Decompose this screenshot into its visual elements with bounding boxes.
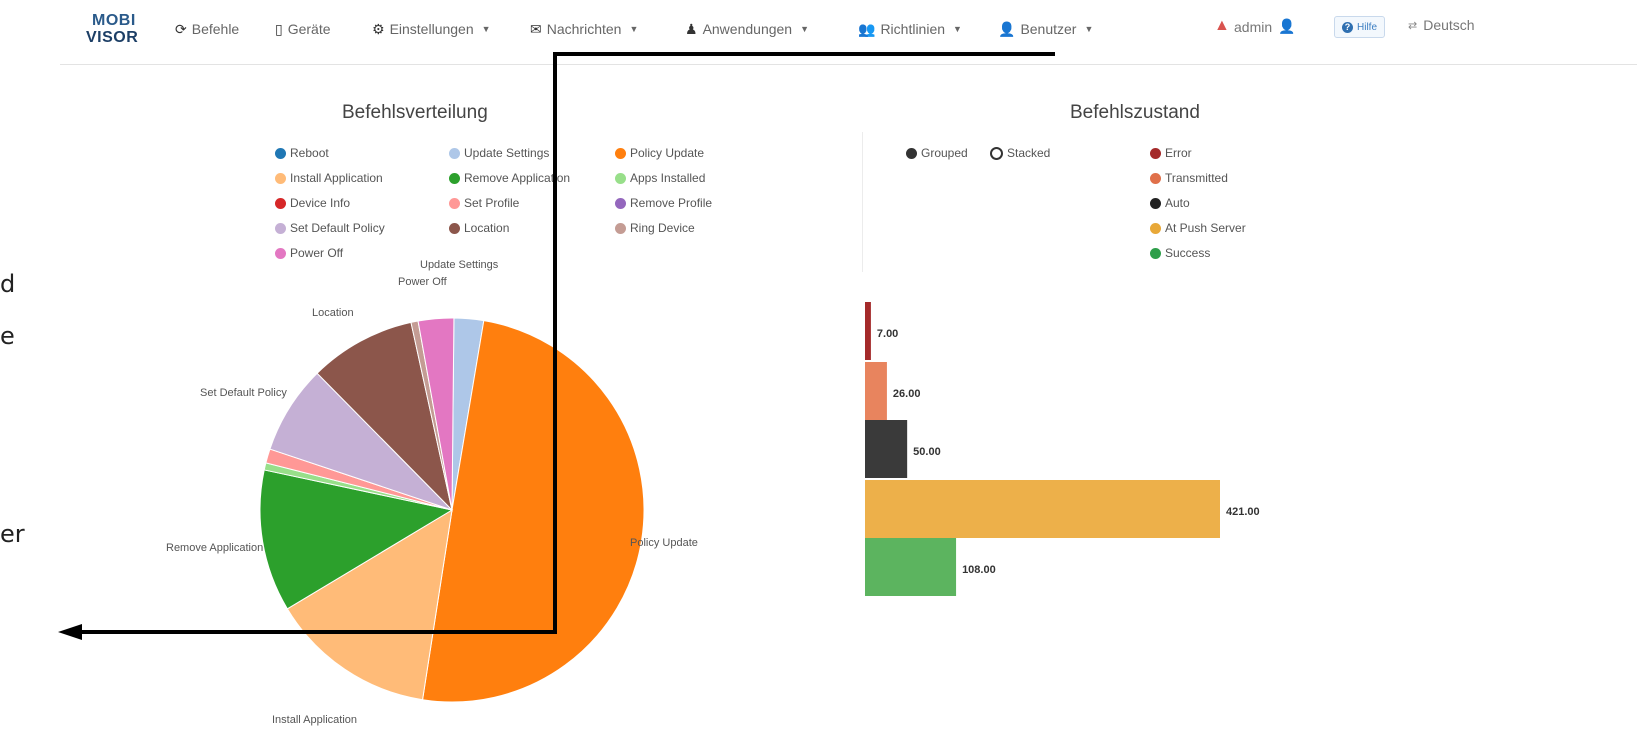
legend-item-install-application[interactable]: Install Application xyxy=(275,171,383,185)
legend-swatch xyxy=(615,197,626,209)
nav-richtlinien[interactable]: 👥 Richtlinien ▼ xyxy=(858,20,962,38)
clipped-text-fragment: e xyxy=(0,322,15,350)
legend-swatch xyxy=(615,147,626,159)
bar-value-label: 50.00 xyxy=(913,446,941,458)
legend-item-remove-application[interactable]: Remove Application xyxy=(449,171,570,185)
top-navbar: MOBI VISOR ⟳ Befehle ▯ Geräte ⚙ Einstell… xyxy=(0,0,1637,62)
caret-down-icon: ▼ xyxy=(800,24,810,34)
legend-swatch xyxy=(275,172,286,184)
legend-item-update-settings[interactable]: Update Settings xyxy=(449,146,549,160)
bell-icon[interactable]: ▲ xyxy=(1214,17,1230,34)
pie-label-remove-application: Remove Application xyxy=(166,542,264,554)
pie-label-policy-update: Policy Update xyxy=(630,537,698,549)
legend-item-apps-installed[interactable]: Apps Installed xyxy=(615,171,705,185)
refresh-icon: ⟳ xyxy=(175,20,187,37)
legend-swatch xyxy=(1150,147,1161,159)
bar-value-label: 26.00 xyxy=(893,388,921,400)
clipped-text-fragment: d xyxy=(0,270,16,298)
legend-item-set-default-policy[interactable]: Set Default Policy xyxy=(275,221,385,235)
nav-geraete[interactable]: ▯ Geräte xyxy=(275,20,331,38)
pie-chart-befehlsverteilung xyxy=(259,317,645,703)
caret-down-icon: ▼ xyxy=(1084,24,1094,34)
legend-swatch xyxy=(1150,172,1161,184)
language-selector[interactable]: ⇄ Deutsch xyxy=(1408,17,1475,33)
legend-swatch xyxy=(275,222,286,234)
legend-item-policy-update[interactable]: Policy Update xyxy=(615,146,704,160)
users-icon: 👥 xyxy=(858,20,876,37)
legend-item-ring-device[interactable]: Ring Device xyxy=(615,221,695,235)
legend-item-reboot[interactable]: Reboot xyxy=(275,146,329,160)
legend-item-remove-profile[interactable]: Remove Profile xyxy=(615,196,712,210)
legend-swatch xyxy=(449,172,460,184)
legend-item-at-push-server[interactable]: At Push Server xyxy=(1150,221,1246,235)
legend-item-device-info[interactable]: Device Info xyxy=(275,196,350,210)
user-icon: 👤 xyxy=(998,20,1016,37)
phone-icon: ▯ xyxy=(275,20,283,37)
user-icon: 👤 xyxy=(1278,18,1296,34)
legend-swatch xyxy=(1150,247,1161,259)
toggle-grouped[interactable]: Grouped xyxy=(906,146,968,160)
pie-label-set-default-policy: Set Default Policy xyxy=(200,387,287,399)
bar-chart-befehlszustand: 7.00 26.00 50.00 421.00 108.00 xyxy=(865,302,1260,596)
user-menu[interactable]: admin 👤 xyxy=(1234,18,1296,35)
legend-swatch xyxy=(449,147,460,159)
question-icon: ? xyxy=(1342,21,1353,33)
legend-item-success[interactable]: Success xyxy=(1150,246,1210,260)
legend-item-transmitted[interactable]: Transmitted xyxy=(1150,171,1228,185)
legend-swatch xyxy=(615,222,626,234)
caret-down-icon: ▼ xyxy=(953,24,962,34)
pie-label-install-application: Install Application xyxy=(272,714,357,726)
bar-auto[interactable] xyxy=(865,420,908,478)
legend-swatch xyxy=(449,197,460,209)
legend-swatch xyxy=(1150,222,1161,234)
toggle-stacked[interactable]: Stacked xyxy=(990,146,1050,160)
legend-item-auto[interactable]: Auto xyxy=(1150,196,1190,210)
chart-title-befehlsverteilung: Befehlsverteilung xyxy=(342,102,488,123)
bar-value-label: 7.00 xyxy=(877,328,898,340)
legend-swatch xyxy=(275,147,286,159)
legend-item-set-profile[interactable]: Set Profile xyxy=(449,196,519,210)
legend-swatch xyxy=(1150,197,1161,209)
mobivisor-logo[interactable]: MOBI VISOR xyxy=(86,12,139,46)
panel-divider xyxy=(862,132,863,272)
navbar-divider xyxy=(60,64,1637,65)
chart-title-befehlszustand: Befehlszustand xyxy=(1070,102,1200,123)
legend-swatch xyxy=(449,222,460,234)
nav-befehle[interactable]: ⟳ Befehle xyxy=(175,20,240,38)
clipped-text-fragment: er xyxy=(0,520,25,548)
bar-value-label: 421.00 xyxy=(1226,506,1260,518)
pie-label-update-settings: Update Settings xyxy=(420,259,499,271)
caret-down-icon: ▼ xyxy=(629,24,639,34)
bar-value-label: 108.00 xyxy=(962,564,996,576)
arrowhead-icon xyxy=(58,624,82,640)
user-tie-icon: ♟ xyxy=(685,20,698,37)
bar-success[interactable] xyxy=(865,538,957,596)
bar-transmitted[interactable] xyxy=(865,362,887,420)
envelope-icon: ✉ xyxy=(530,20,542,37)
legend-item-location[interactable]: Location xyxy=(449,221,509,235)
gear-icon: ⚙ xyxy=(372,20,385,37)
radio-unselected-icon xyxy=(990,146,1003,160)
caret-down-icon: ▼ xyxy=(481,24,491,34)
legend-swatch xyxy=(275,197,286,209)
nav-benutzer[interactable]: 👤 Benutzer ▼ xyxy=(998,20,1094,38)
pie-label-power-off: Power Off xyxy=(398,276,447,288)
help-button[interactable]: ? Hilfe xyxy=(1334,16,1386,38)
legend-swatch xyxy=(615,172,626,184)
bar-at-push-server[interactable] xyxy=(865,480,1220,538)
translate-icon: ⇄ xyxy=(1408,19,1418,32)
nav-nachrichten[interactable]: ✉ Nachrichten ▼ xyxy=(530,20,639,38)
nav-einstellungen[interactable]: ⚙ Einstellungen ▼ xyxy=(372,20,491,38)
pie-label-location: Location xyxy=(312,307,354,319)
bar-error[interactable] xyxy=(865,302,871,360)
nav-anwendungen[interactable]: ♟ Anwendungen ▼ xyxy=(685,20,810,38)
radio-selected-icon xyxy=(906,147,917,159)
legend-item-error[interactable]: Error xyxy=(1150,146,1192,160)
